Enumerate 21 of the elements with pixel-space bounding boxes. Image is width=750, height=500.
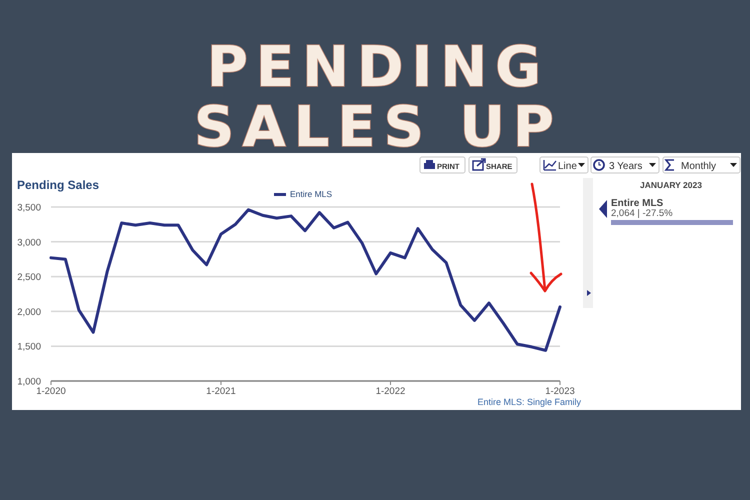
- text: 2,064 | -27.5%: [611, 208, 674, 219]
- text: JANUARY 2023: [640, 180, 702, 190]
- y-tick-label: 2,000: [17, 306, 41, 318]
- y-tick-label: 1,500: [17, 342, 41, 353]
- y-tick-label: 1,000: [17, 376, 41, 388]
- y-tick-label: 3,000: [17, 237, 41, 248]
- line-series: [50, 208, 562, 352]
- y-tick-label: 2,500: [17, 272, 41, 284]
- text: Entire MLS: Single Family: [477, 397, 582, 407]
- text: 3 Years: [609, 161, 642, 172]
- x-tick-label: 1-2020: [36, 386, 66, 397]
- text: Entire MLS: [611, 198, 664, 209]
- text: Line: [558, 161, 578, 172]
- x-tick-label: 1-2023: [545, 386, 575, 397]
- chart-subtitle: Pending Sales: [17, 178, 100, 192]
- x-tick-label: 1-2022: [376, 386, 406, 397]
- chart-title: PENDING SALES UP: [194, 35, 562, 160]
- text: Monthly: [681, 161, 716, 172]
- legend-label: Entire MLS: [290, 189, 332, 199]
- x-tick-label: 1-2021: [206, 386, 236, 397]
- y-tick-label: 3,500: [17, 202, 41, 214]
